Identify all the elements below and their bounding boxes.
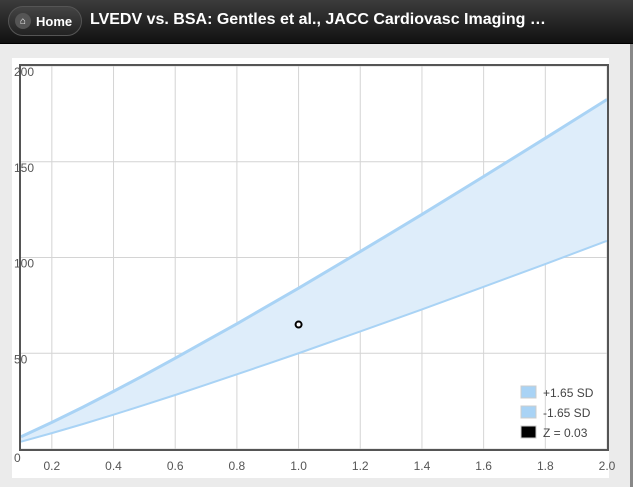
legend-label: +1.65 SD (543, 386, 594, 400)
x-tick-label: 2.0 (599, 459, 616, 473)
x-tick-label: 0.2 (43, 459, 60, 473)
x-tick-label: 1.6 (475, 459, 492, 473)
series-line-plus (20, 98, 608, 439)
band-fill (21, 99, 607, 442)
legend-label: Z = 0.03 (543, 426, 588, 440)
x-tick-label: 0.6 (167, 459, 184, 473)
legend-swatch (520, 425, 537, 439)
x-tick-label: 1.8 (537, 459, 554, 473)
plot-border (19, 64, 609, 451)
x-tick-label: 1.0 (290, 459, 307, 473)
data-point (294, 320, 303, 329)
legend-swatch (520, 405, 537, 419)
y-tick-label: 100 (14, 257, 34, 271)
y-tick-label: 150 (14, 161, 34, 175)
x-tick-label: 1.4 (414, 459, 431, 473)
x-tick-label: 1.2 (352, 459, 369, 473)
series-line-minus (20, 239, 608, 443)
page-title: LVEDV vs. BSA: Gentles et al., JACC Card… (90, 11, 546, 28)
home-button[interactable]: ⌂ Home (8, 6, 82, 36)
legend-swatch (520, 385, 537, 399)
legend-label: -1.65 SD (543, 406, 591, 420)
header-bar: ⌂ Home LVEDV vs. BSA: Gentles et al., JAC… (0, 0, 633, 44)
home-label: Home (36, 13, 73, 29)
y-tick-label: 0 (14, 451, 21, 465)
home-icon: ⌂ (15, 13, 31, 29)
x-tick-label: 0.4 (105, 459, 122, 473)
x-tick-label: 0.8 (229, 459, 246, 473)
y-tick-label: 200 (14, 65, 34, 79)
